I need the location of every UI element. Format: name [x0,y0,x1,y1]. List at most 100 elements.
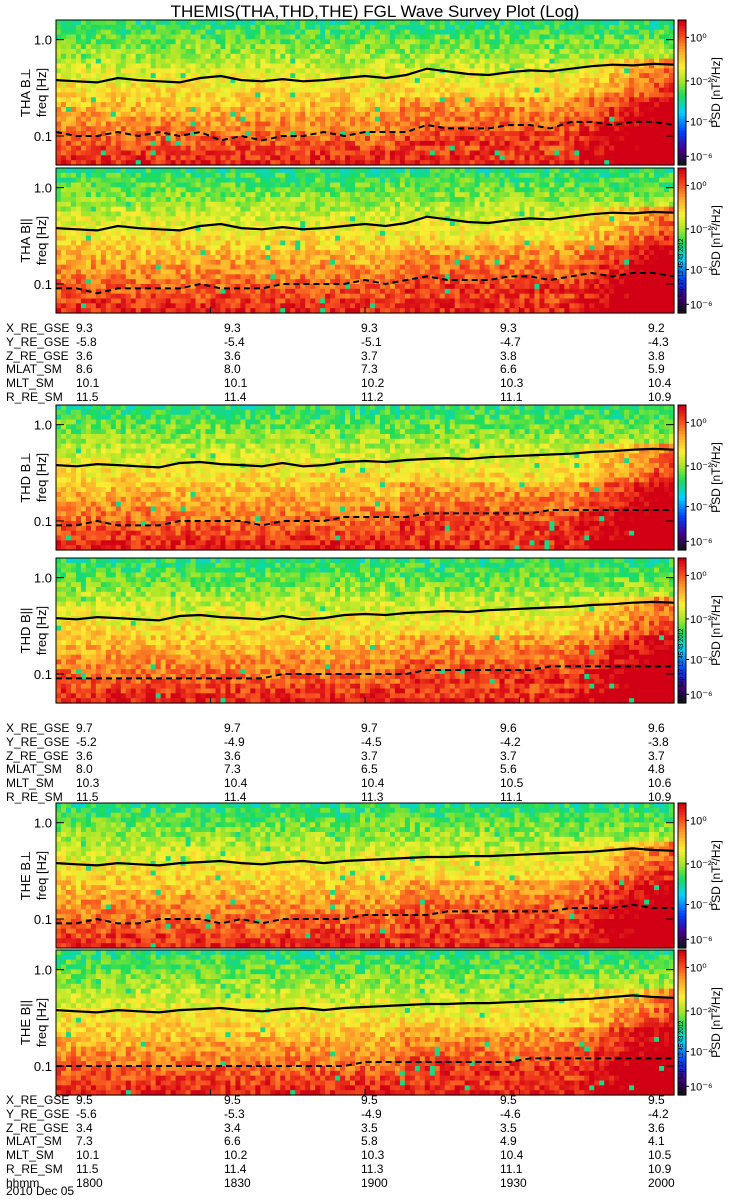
heatmap-cell [459,73,466,79]
heatmap-cell [529,155,536,161]
heatmap-cell [85,216,92,222]
heatmap-cell [524,140,531,147]
heatmap-cell [569,20,575,26]
heatmap-cell [130,288,137,295]
heatmap-cell [419,49,426,55]
heatmap-cell [90,68,97,74]
heatmap-cell [220,284,227,290]
heatmap-cell [320,92,326,98]
heatmap-cell [115,182,122,188]
heatmap-cell [320,131,326,137]
heatmap-cell [529,29,536,36]
heatmap-cell [140,264,147,271]
heatmap-cell [409,44,416,50]
heatmap-cell [215,34,222,40]
heatmap-cell [205,197,212,203]
heatmap-cell [110,303,117,309]
heatmap-cell [614,34,620,40]
heatmap-cell [619,111,625,118]
plot-title: THEMIS(THA,THD,THE) FGL Wave Survey Plot… [0,2,750,22]
heatmap-cell [115,250,122,256]
heatmap-cell [265,140,271,147]
heatmap-cell [594,145,600,152]
heatmap-cell [90,303,97,309]
heatmap-cell [514,97,521,103]
heatmap-cell [295,140,301,147]
heatmap-cell [120,150,127,156]
heatmap-cell [265,107,271,113]
heatmap-cell [215,44,222,50]
heatmap-cell [634,116,640,123]
heatmap-cell [285,150,291,156]
heatmap-cell [95,160,102,166]
heatmap-cell [379,24,386,31]
heatmap-cell [85,269,92,275]
heatmap-cell [479,87,486,94]
heatmap-cell [345,121,351,127]
heatmap-cell [195,20,202,26]
heatmap-cell [215,20,222,26]
heatmap-cell [514,126,521,132]
heatmap-cell [295,145,301,152]
heatmap-cell [240,63,246,69]
heatmap-cell [514,78,521,84]
heatmap-cell [56,172,62,179]
heatmap-cell [374,78,381,84]
heatmap-cell [135,150,142,156]
heatmap-cell [369,92,376,98]
heatmap-cell [554,92,560,98]
heatmap-cell [255,44,261,50]
heatmap-cell [215,197,222,203]
heatmap-cell [265,39,271,45]
heatmap-cell [564,24,570,31]
heatmap-cell [270,24,276,31]
heatmap-cell [175,58,182,65]
heatmap-cell [484,44,491,50]
heatmap-cell [215,102,222,108]
heatmap-cell [200,78,207,84]
heatmap-cell [150,136,157,142]
heatmap-cell [180,136,187,142]
heatmap-cell [350,58,356,65]
heatmap-cell [185,211,192,217]
heatmap-cell [325,126,331,132]
heatmap-cell [185,245,192,251]
heatmap-cell [429,63,436,69]
heatmap-cell [210,140,217,147]
heatmap-cell [145,216,152,222]
heatmap-cell [115,288,122,295]
heatmap-cell [185,97,192,103]
heatmap-cell [115,168,122,174]
heatmap-cell [449,39,456,45]
heatmap-cell [584,49,590,55]
heatmap-cell [434,160,441,166]
heatmap-cell [559,145,565,152]
heatmap-cell [290,140,296,147]
heatmap-cell [65,150,72,156]
heatmap-cell [175,82,182,89]
heatmap-cell [150,293,157,300]
heatmap-cell [80,44,87,50]
heatmap-cell [205,44,212,50]
heatmap-cell [340,92,346,98]
heatmap-cell [160,58,167,65]
heatmap-cell [90,78,97,84]
heatmap-cell [175,116,182,123]
heatmap-cell [240,221,246,227]
heatmap-cell [484,111,491,118]
heatmap-cell [75,245,82,251]
heatmap-cell [145,92,152,98]
heatmap-cell [225,24,232,31]
heatmap-cell [235,131,241,137]
heatmap-cell [350,140,356,147]
heatmap-cell [579,39,585,45]
heatmap-cell [225,298,232,304]
heatmap-cell [639,68,645,74]
heatmap-cell [100,116,107,123]
heatmap-cell [160,73,167,79]
heatmap-cell [464,140,471,147]
heatmap-cell [574,29,580,36]
heatmap-cell [474,68,481,74]
heatmap-cell [195,155,202,161]
heatmap-cell [659,49,665,55]
